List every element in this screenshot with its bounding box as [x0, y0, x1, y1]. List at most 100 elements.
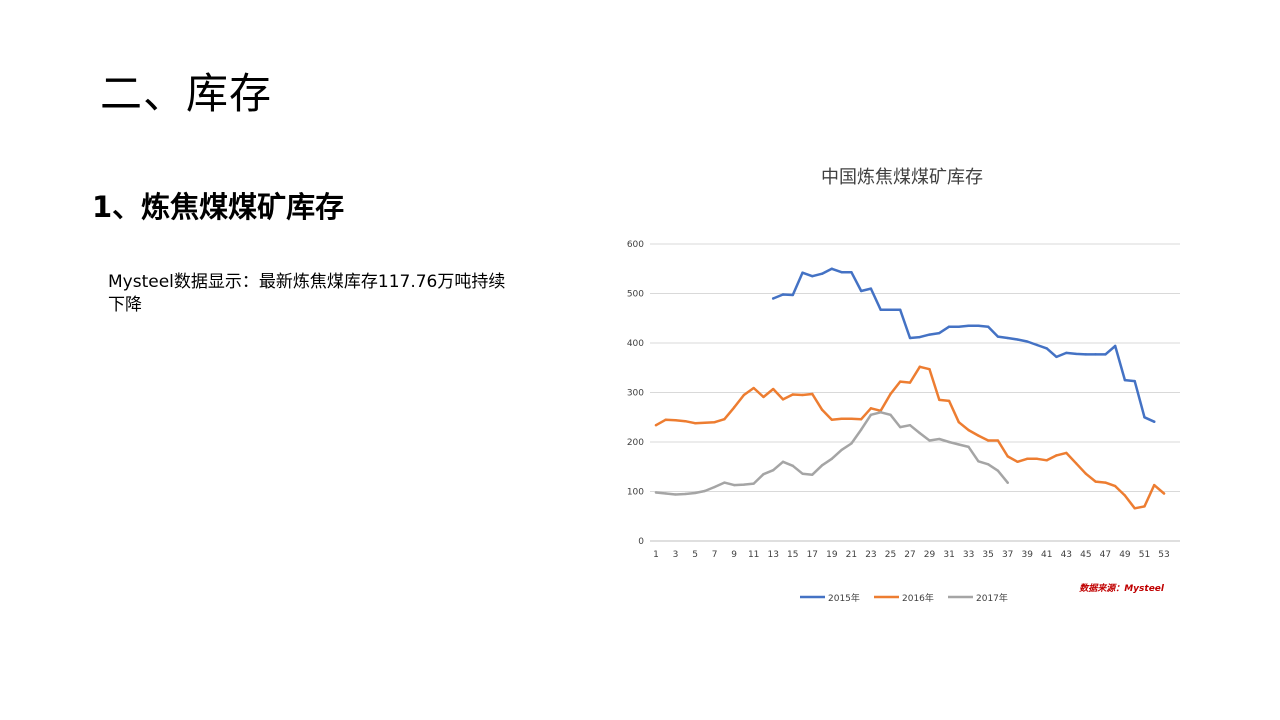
data-point [1084, 353, 1088, 356]
data-point [840, 417, 843, 420]
y-tick-label: 200 [627, 438, 644, 448]
data-point [996, 439, 1000, 442]
y-axis-ticks: 0 100 200 300 400 500 600 [627, 240, 644, 547]
data-point [703, 489, 707, 493]
data-point [1143, 505, 1146, 508]
data-point [1065, 351, 1068, 355]
data-point [977, 460, 980, 463]
data-point [762, 472, 765, 476]
data-point [791, 293, 794, 297]
data-point [918, 335, 921, 339]
data-point [1035, 343, 1039, 347]
x-tick-label: 41 [1041, 550, 1052, 560]
data-point [889, 413, 892, 416]
data-point [1055, 355, 1058, 359]
data-point [928, 333, 931, 336]
data-point [684, 492, 687, 496]
data-point [1016, 338, 1019, 341]
page-title: 二、库存 [100, 69, 273, 118]
y-tick-label: 0 [638, 537, 644, 547]
x-tick-label: 7 [712, 550, 718, 560]
data-point [967, 445, 970, 449]
data-point [986, 325, 990, 328]
data-point [1133, 507, 1136, 510]
data-point [850, 442, 853, 445]
data-point [899, 425, 902, 429]
section-heading: 1、炼焦煤煤矿库存 [92, 190, 345, 224]
y-tick-label: 600 [627, 240, 644, 250]
x-tick-label: 47 [1100, 550, 1111, 560]
series-line-2017年 [654, 411, 1009, 496]
data-point [1104, 353, 1107, 356]
data-point [703, 421, 707, 424]
data-point [918, 431, 921, 435]
data-point [938, 331, 941, 335]
data-point [850, 271, 853, 274]
data-point [908, 381, 912, 384]
series-line-2016年 [654, 365, 1166, 510]
data-point [859, 428, 863, 431]
data-point [1026, 340, 1029, 343]
data-point [732, 406, 736, 409]
data-point [801, 271, 804, 274]
data-point [879, 411, 882, 414]
x-tick-label: 45 [1080, 550, 1091, 560]
data-point [781, 398, 785, 401]
data-point [674, 419, 677, 422]
x-tick-label: 51 [1139, 550, 1150, 560]
data-point [820, 464, 824, 467]
data-point [947, 440, 951, 444]
data-point [1055, 454, 1058, 457]
legend-label: 2016年 [902, 592, 934, 604]
data-point [899, 308, 902, 312]
data-point [938, 437, 941, 441]
data-point [752, 386, 755, 390]
data-point [762, 395, 765, 399]
data-point [908, 423, 912, 427]
data-point [859, 418, 863, 421]
data-point [1006, 336, 1009, 340]
data-point [674, 493, 677, 496]
data-point [1113, 344, 1117, 348]
data-point [1045, 347, 1048, 350]
chart-title: 中国炼焦煤煤矿库存 [821, 167, 983, 188]
x-axis-ticks: 1 3 5 7 9 11 13 15 17 19 21 23 25 27 29 31 33 35 37 39 41 43 4… [653, 550, 1170, 560]
data-point [869, 413, 873, 416]
series-line-2015年 [771, 267, 1156, 423]
x-tick-label: 15 [787, 550, 798, 560]
x-tick-label: 21 [846, 550, 857, 560]
data-point [684, 420, 687, 423]
x-tick-label: 11 [748, 550, 759, 560]
chart-series [654, 267, 1166, 510]
data-point [781, 460, 785, 463]
data-point [732, 483, 736, 487]
data-point [791, 393, 794, 396]
x-tick-label: 1 [653, 550, 659, 560]
data-point [1104, 481, 1107, 484]
data-point [742, 393, 746, 397]
data-point [977, 324, 980, 327]
data-point [967, 324, 970, 327]
data-point [1084, 472, 1088, 475]
data-point [908, 336, 912, 340]
data-point [869, 287, 873, 290]
x-tick-label: 27 [904, 550, 915, 560]
data-point [752, 482, 755, 485]
data-source-note: 数据来源：Mysteel [1079, 583, 1165, 594]
chart-legend: 2015年 2016年 2017年 [800, 592, 1008, 604]
data-point [1026, 457, 1029, 461]
data-point [693, 491, 697, 495]
x-tick-label: 39 [1022, 550, 1034, 560]
data-point [1123, 494, 1127, 497]
x-tick-label: 29 [924, 550, 936, 560]
data-point [899, 380, 902, 383]
data-point [772, 387, 775, 391]
data-point [1045, 459, 1048, 462]
data-point [723, 418, 726, 421]
data-point [1094, 353, 1097, 356]
data-point [1016, 460, 1019, 463]
x-tick-label: 3 [673, 550, 679, 560]
data-point [947, 325, 951, 328]
data-point [1094, 480, 1097, 483]
